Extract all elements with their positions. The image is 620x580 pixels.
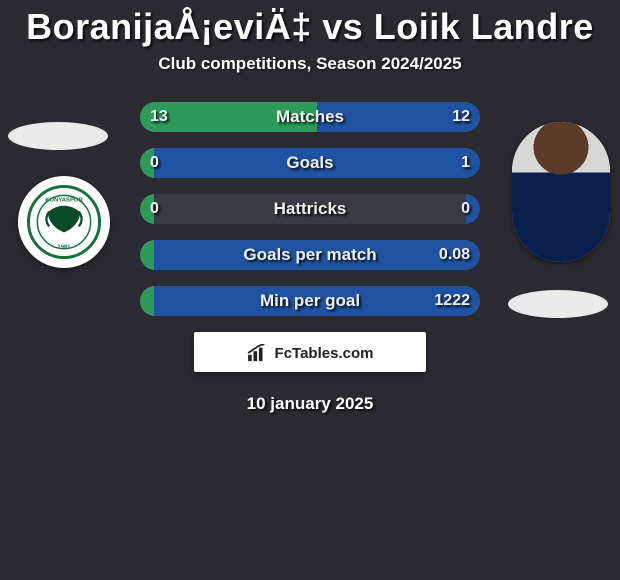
brand-label: FcTables.com	[275, 345, 374, 362]
brand-badge: FcTables.com	[194, 332, 426, 372]
brand-chart-icon	[247, 344, 269, 362]
page-title: BoranijaÅ¡eviÄ‡ vs Loiik Landre	[0, 6, 620, 48]
stat-bar: 00Hattricks	[140, 194, 480, 224]
badge-name: KONYASPOR	[45, 197, 83, 203]
right-player-placeholder	[508, 290, 608, 318]
stat-bar: 0.08Goals per match	[140, 240, 480, 270]
stat-bar: 1312Matches	[140, 102, 480, 132]
club-badge: KONYASPOR 1981	[18, 176, 110, 268]
stats-bars: 1312Matches 01Goals 00Hattricks 0.08Goals p…	[140, 102, 480, 316]
badge-year: 1981	[57, 245, 71, 251]
left-player-placeholder	[8, 122, 108, 150]
club-badge-svg: KONYASPOR 1981	[27, 185, 101, 259]
right-player-photo	[512, 122, 610, 262]
player-jersey-graphic	[512, 122, 610, 262]
stat-bar: 1222Min per goal	[140, 286, 480, 316]
season-subtitle: Club competitions, Season 2024/2025	[0, 54, 620, 74]
stat-bar: 01Goals	[140, 148, 480, 178]
snapshot-date: 10 january 2025	[0, 394, 620, 414]
